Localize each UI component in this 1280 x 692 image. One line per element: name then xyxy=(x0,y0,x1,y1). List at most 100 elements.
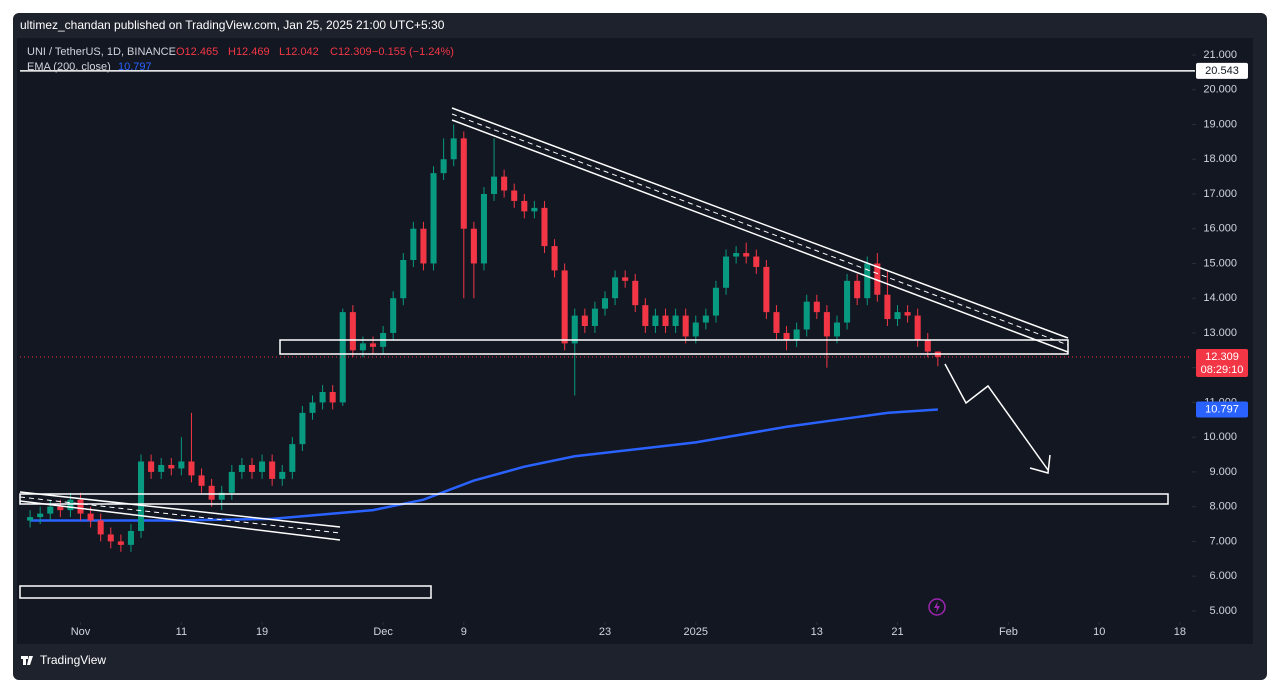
candle-body xyxy=(904,312,911,316)
candle-body xyxy=(501,176,508,191)
candle-body xyxy=(107,534,114,542)
pane xyxy=(17,38,1253,622)
candle-body xyxy=(833,322,841,337)
y-tick-label: 7.000 xyxy=(1209,535,1237,547)
x-tick-label: Dec xyxy=(373,626,393,638)
countdown-label: 08:29:10 xyxy=(1201,364,1244,376)
candle-body xyxy=(521,200,528,212)
x-tick-label: 11 xyxy=(176,626,187,638)
candle-body xyxy=(894,312,901,320)
candle-body xyxy=(884,294,891,320)
candle-body xyxy=(551,246,558,271)
candle-body xyxy=(168,464,175,469)
candle-body xyxy=(813,301,820,313)
x-tick-label: 9 xyxy=(461,626,467,638)
ema-label: 10.797 xyxy=(1205,403,1239,415)
candle-body xyxy=(642,305,649,327)
candle-body xyxy=(289,444,296,472)
candle-body xyxy=(410,228,417,260)
candle-body xyxy=(712,287,719,316)
y-tick-label: 5.000 xyxy=(1209,605,1237,617)
candle-body xyxy=(117,541,124,545)
candle-body xyxy=(581,315,588,327)
candle-body xyxy=(127,530,134,545)
level-label-box xyxy=(1196,62,1248,79)
candle-body xyxy=(783,332,790,340)
ema-line xyxy=(30,408,938,522)
candle-body xyxy=(652,315,659,327)
candle-body xyxy=(279,471,286,479)
candle-body xyxy=(541,207,548,247)
candle-body xyxy=(622,277,629,281)
candle-body xyxy=(672,315,679,327)
candle-body xyxy=(37,513,44,518)
candle-body xyxy=(67,499,74,511)
candle-body xyxy=(369,343,377,347)
arrow xyxy=(944,363,1051,474)
candle-body xyxy=(238,464,245,472)
x-tick-label: 18 xyxy=(1174,626,1186,638)
candle-body xyxy=(753,256,760,267)
candle-body xyxy=(420,228,427,264)
candle-body xyxy=(430,173,437,264)
candle-body xyxy=(561,270,568,344)
candle-body xyxy=(682,315,689,337)
candle-body xyxy=(692,322,699,337)
legend-high: H12.469 xyxy=(228,46,270,58)
price-label: 12.309 xyxy=(1205,351,1239,363)
legend-open: O12.465 xyxy=(176,46,218,58)
candle-body xyxy=(601,298,609,309)
candle-body xyxy=(87,513,94,521)
support-zone xyxy=(19,493,1169,505)
candle-body xyxy=(349,312,356,351)
candle-body xyxy=(924,339,931,352)
y-tick-label: 21.000 xyxy=(1203,49,1237,61)
candle-body xyxy=(440,159,447,174)
candle-body xyxy=(138,461,145,531)
candle-body xyxy=(491,176,498,194)
candle-body xyxy=(591,308,598,327)
candle-body xyxy=(77,499,84,514)
candle-body xyxy=(208,485,215,500)
candle-body xyxy=(743,253,750,257)
footer-brand: TradingView xyxy=(40,653,106,667)
candle-body xyxy=(844,280,851,323)
candle-body xyxy=(823,312,830,337)
x-tick-label: 10 xyxy=(1093,626,1105,638)
candle-body xyxy=(188,461,195,476)
level-label: 20.543 xyxy=(1205,65,1239,77)
y-tick-label: 13.000 xyxy=(1203,327,1237,339)
candle-body xyxy=(400,259,407,299)
candle-body xyxy=(480,193,487,264)
legend-ema-value: 10.797 xyxy=(118,61,152,73)
legend-symbol: UNI / TetherUS, 1D, BINANCE xyxy=(27,46,176,58)
candle-body xyxy=(773,312,780,333)
price-label-box xyxy=(1196,348,1248,377)
candle-body xyxy=(874,263,881,295)
y-tick-label: 18.000 xyxy=(1203,153,1237,165)
candle-body xyxy=(158,464,165,472)
legend-low: L12.042 xyxy=(279,46,319,58)
candle-body xyxy=(763,266,770,313)
y-tick-label: 17.000 xyxy=(1203,188,1237,200)
candle-body xyxy=(702,315,709,323)
triangle-line xyxy=(451,107,1069,353)
candle-body xyxy=(319,392,326,403)
candle-body xyxy=(470,228,477,264)
x-tick-label: 2025 xyxy=(684,626,708,638)
x-tick-label: Feb xyxy=(999,626,1018,638)
candle-body xyxy=(329,392,336,403)
ema-label-box xyxy=(1196,401,1248,418)
candle-body xyxy=(198,475,205,486)
legend-ema: EMA (200, close) xyxy=(27,61,111,73)
x-tick-label: 19 xyxy=(256,626,268,638)
candle-body xyxy=(632,280,639,306)
candle-body xyxy=(259,461,266,472)
candle-body xyxy=(248,464,256,472)
candle-body xyxy=(450,138,457,160)
lightning-icon xyxy=(928,598,946,616)
candle-body xyxy=(97,520,104,535)
candle-body xyxy=(269,461,276,479)
support-zone xyxy=(279,339,1069,355)
